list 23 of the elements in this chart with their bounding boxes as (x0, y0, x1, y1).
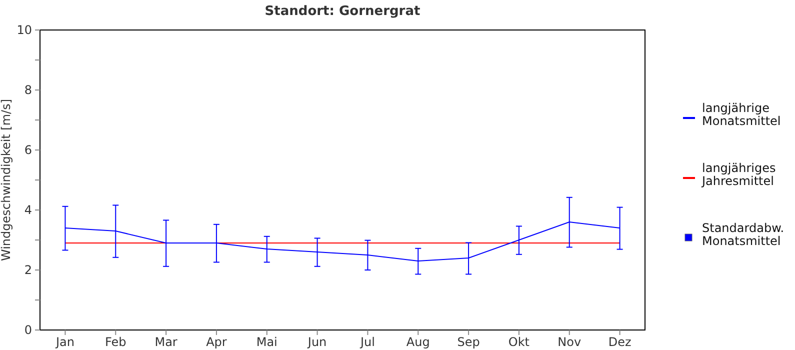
y-tick-label: 8 (24, 83, 32, 98)
x-tick-label: Sep (457, 335, 480, 349)
y-axis-title: Windgeschwindigkeit [m/s] (0, 98, 13, 262)
chart-title: Standort: Gornergrat (264, 4, 420, 19)
y-tick-label: 6 (24, 143, 32, 158)
x-tick-label: Feb (105, 335, 126, 349)
y-tick-label: 4 (24, 203, 32, 218)
x-tick-label: Jan (54, 335, 74, 349)
y-tick-label: 10 (16, 23, 32, 38)
x-tick-label: Jul (359, 335, 375, 349)
x-tick-label: Mar (154, 335, 178, 349)
x-tick-label: Dez (608, 335, 632, 349)
text: Standardabw. Monatsmittel (702, 221, 784, 248)
x-tick-label: Okt (508, 335, 530, 349)
x-tick-label: Apr (206, 335, 227, 349)
x-tick-label: Nov (558, 335, 582, 349)
y-tick-label: 0 (24, 323, 32, 338)
legend-label: langjähriges Jahresmittel (701, 161, 776, 188)
x-tick-label: Aug (406, 335, 430, 349)
legend-label: langjährige Monatsmittel (702, 101, 781, 128)
x-tick-label: Jun (306, 335, 327, 349)
x-tick-label: Mai (256, 335, 278, 349)
y-tick-label: 2 (24, 263, 32, 278)
